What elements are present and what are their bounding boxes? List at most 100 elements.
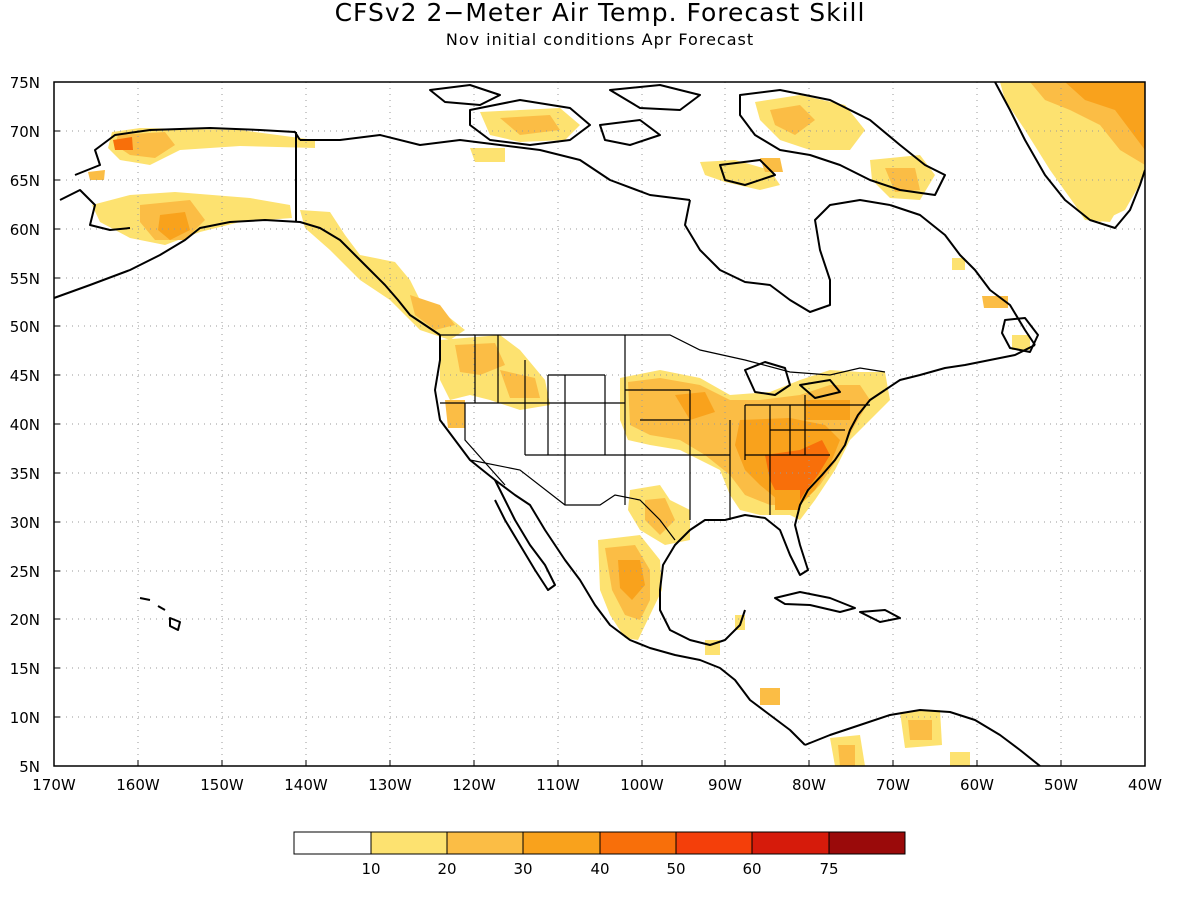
lon-label: 140W — [284, 776, 328, 794]
lon-label: 100W — [620, 776, 664, 794]
coast-alaska-west — [59, 189, 131, 231]
shade-ungava-mid — [885, 168, 920, 192]
shade-alaska-north-hot — [113, 137, 133, 150]
coast-cuba — [774, 591, 856, 613]
shade-banks-south — [470, 148, 505, 162]
shade-hudson-north-mid — [760, 158, 783, 172]
lat-label: 55N — [10, 270, 40, 288]
map-title: CFSv2 2−Meter Air Temp. Forecast Skill — [334, 0, 866, 27]
border-us-canada — [440, 334, 886, 376]
political-borders — [440, 334, 886, 541]
legend-swatch — [522, 831, 601, 855]
shade-greenland-core — [1065, 82, 1145, 150]
legend-label: 20 — [437, 860, 456, 878]
map-subtitle: Nov initial conditions Apr Forecast — [445, 30, 755, 49]
border-california — [464, 403, 506, 486]
coast-victoria — [469, 99, 591, 146]
shade-pennsylvania — [805, 400, 850, 420]
coast-arctic-isl-2 — [609, 84, 701, 111]
legend-swatch — [828, 831, 906, 855]
coast-arctic-isl-3 — [599, 119, 661, 146]
lat-label: 50N — [10, 318, 40, 336]
shade-pnw-mid2 — [500, 370, 540, 398]
skill-shading — [88, 82, 1145, 766]
shade-colombia-mid — [838, 745, 855, 766]
lat-labels: 75N 70N 65N 60N 55N 50N 45N 40N 35N 30N … — [10, 74, 40, 776]
coast-hawaii — [139, 597, 181, 631]
coast-newfoundland — [1001, 317, 1039, 353]
lon-label: 120W — [452, 776, 496, 794]
shade-bc-coast-mid — [410, 295, 455, 330]
lon-label: 110W — [536, 776, 580, 794]
legend-label: 40 — [590, 860, 609, 878]
coast-southampton — [719, 159, 776, 186]
legend-swatch — [446, 831, 524, 855]
shade-victoria-isl-mid — [500, 115, 560, 135]
shade-mexico-core — [618, 560, 645, 600]
coast-hudson-bay — [684, 199, 891, 313]
shade-labrador — [982, 296, 1008, 308]
shade-venezuela-mid — [908, 720, 932, 740]
coast-baffin — [739, 89, 946, 196]
legend-swatch — [370, 831, 448, 855]
tick-marks — [54, 81, 1062, 767]
lat-label: 65N — [10, 172, 40, 190]
shade-newfoundland — [1012, 335, 1030, 350]
lat-label: 30N — [10, 514, 40, 532]
border-states-1 — [440, 335, 640, 505]
legend-swatch — [675, 831, 753, 855]
shade-georgia — [775, 490, 800, 510]
coast-mexico-west — [434, 335, 806, 746]
map-frame — [53, 81, 1146, 767]
legend-swatch — [751, 831, 830, 855]
lat-label: 15N — [10, 660, 40, 678]
lon-label: 130W — [368, 776, 412, 794]
shade-quebec-north — [952, 258, 965, 270]
coast-greenland — [994, 82, 1145, 229]
lat-label: 60N — [10, 221, 40, 239]
lon-label: 170W — [32, 776, 76, 794]
legend-label: 50 — [666, 860, 685, 878]
shade-pnw-mid — [455, 343, 505, 375]
lat-label: 25N — [10, 563, 40, 581]
lon-label: 60W — [960, 776, 994, 794]
coastlines — [54, 82, 1145, 766]
lon-label: 90W — [708, 776, 742, 794]
coast-east-canada — [884, 344, 1036, 391]
lon-labels: 170W 160W 150W 140W 130W 120W 110W 100W … — [32, 776, 1162, 794]
coast-canada-arctic — [300, 134, 691, 201]
lon-label: 50W — [1044, 776, 1078, 794]
legend-swatch — [293, 831, 372, 855]
shade-midwest-mid — [675, 392, 715, 420]
legend-swatch — [599, 831, 677, 855]
color-legend: 10 20 30 40 50 60 75 — [293, 831, 906, 878]
legend-label: 75 — [819, 860, 838, 878]
coast-south-america — [804, 709, 1041, 766]
lat-label: 45N — [10, 367, 40, 385]
lat-label: 35N — [10, 465, 40, 483]
coast-us-east — [659, 389, 886, 646]
shade-alaska-west — [88, 170, 105, 180]
border-us-mexico — [469, 459, 676, 541]
grid-lines — [54, 82, 1145, 766]
coast-alaska-north — [74, 127, 301, 176]
lat-label: 75N — [10, 74, 40, 92]
coast-alaska — [54, 219, 441, 336]
coast-hispaniola — [859, 609, 901, 623]
shade-alaska-south-core — [158, 212, 190, 240]
lat-label: 70N — [10, 123, 40, 141]
shade-baffin-mid — [770, 105, 815, 135]
legend-label: 10 — [361, 860, 380, 878]
lat-label: 20N — [10, 611, 40, 629]
lon-label: 160W — [116, 776, 160, 794]
lon-label: 150W — [200, 776, 244, 794]
lat-label: 5N — [19, 758, 40, 776]
shade-nicaragua — [760, 688, 780, 705]
coast-great-lakes — [744, 361, 841, 399]
lon-label: 70W — [876, 776, 910, 794]
legend-label: 30 — [513, 860, 532, 878]
shade-guyana — [950, 752, 970, 766]
lat-label: 10N — [10, 709, 40, 727]
shade-texas-mid — [645, 498, 675, 535]
